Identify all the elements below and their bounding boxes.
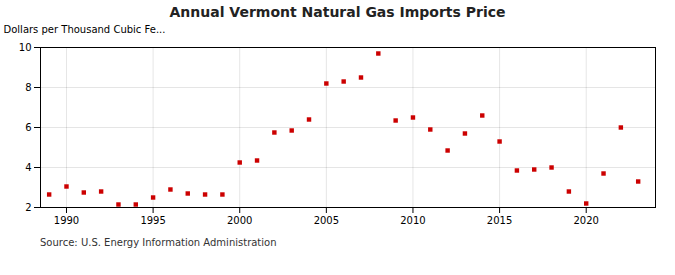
html-text:Annual Vermont Natural Gas Imp: Annual Vermont Natural Gas Imports Price [169, 4, 506, 20]
svg-text:8: 8 [25, 82, 31, 93]
svg-text:2015: 2015 [487, 215, 512, 226]
svg-text:10: 10 [19, 42, 32, 53]
svg-text:6: 6 [25, 122, 31, 133]
svg-text:2010: 2010 [400, 215, 425, 226]
svg-text:1995: 1995 [140, 215, 165, 226]
svg-text:2005: 2005 [314, 215, 339, 226]
html-text:Source: U.S. Energy Informatio: Source: U.S. Energy Information Administ… [40, 237, 277, 248]
svg-text:2: 2 [25, 202, 31, 213]
svg-text:2000: 2000 [227, 215, 252, 226]
svg-text:2020: 2020 [573, 215, 598, 226]
svg-text:1990: 1990 [54, 215, 79, 226]
svg-text:Dollars per Thousand Cubic Fe.: Dollars per Thousand Cubic Fe... [4, 24, 166, 35]
svg-text:4: 4 [25, 162, 31, 173]
